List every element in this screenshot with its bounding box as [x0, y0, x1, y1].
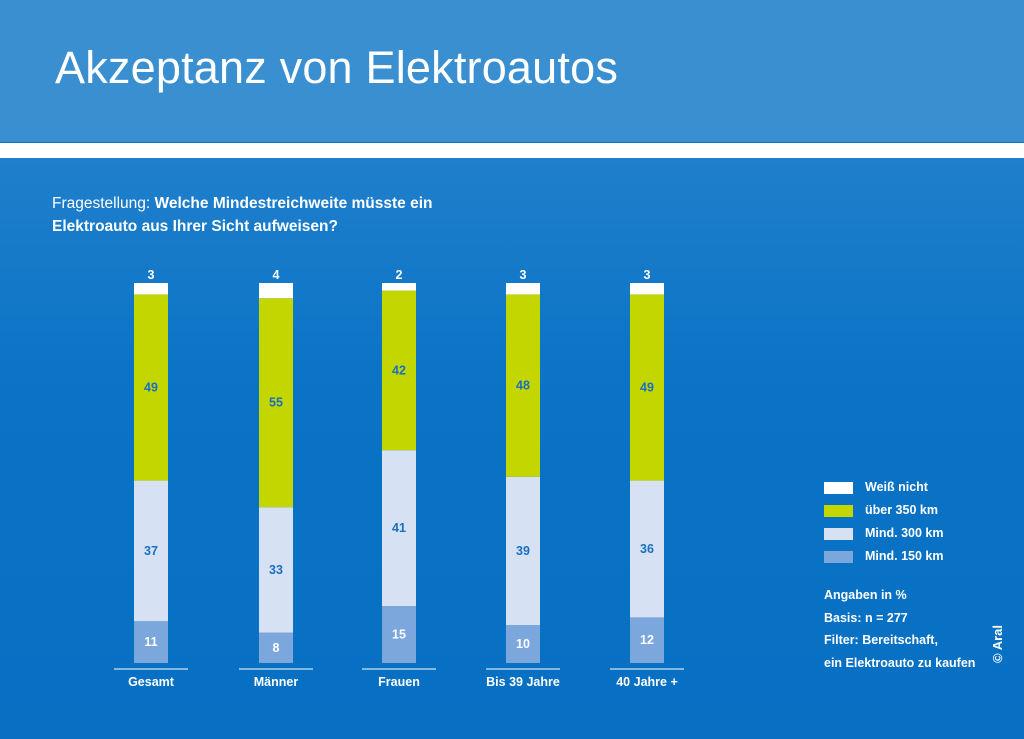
data-label: 11 [144, 635, 157, 649]
bar-segment [630, 294, 664, 481]
legend-label: über 350 km [865, 503, 938, 517]
data-label: 55 [269, 396, 283, 410]
title-banner: Akzeptanz von Elektroautos [0, 0, 1024, 142]
question-body: Welche Mindestreichweite müsste ein Elek… [52, 195, 433, 235]
bar-segment [382, 290, 416, 451]
bar-segment [382, 283, 416, 291]
question-text: Fragestellung: Welche Mindestreichweite … [52, 192, 472, 238]
divider-stripe [0, 143, 1024, 158]
data-label: 33 [269, 563, 283, 577]
bar-segment [134, 621, 168, 663]
bar-segment [630, 480, 664, 618]
data-label: 39 [516, 544, 530, 558]
bar-segment [506, 294, 540, 477]
legend-label: Mind. 150 km [865, 549, 944, 563]
data-label: 4 [273, 268, 280, 282]
category-label: Bis 39 Jahre [486, 675, 560, 689]
basis-note: Basis: n = 277 [824, 610, 908, 625]
data-label: 42 [392, 363, 406, 377]
legend-swatch [824, 505, 853, 517]
bar-segment [134, 294, 168, 481]
bar-segment [382, 450, 416, 606]
page-title: Akzeptanz von Elektroautos [55, 42, 619, 93]
data-label: 3 [644, 268, 651, 282]
bar-segment [506, 476, 540, 625]
bar-segment [630, 283, 664, 295]
data-label: 49 [144, 381, 158, 395]
data-label: 36 [640, 542, 654, 556]
category-label: Frauen [378, 675, 420, 689]
unit-note: Angaben in % [824, 588, 907, 602]
bar-segment [506, 283, 540, 295]
data-label: 41 [392, 521, 406, 535]
category-label: Gesamt [128, 675, 175, 689]
bar-segment [630, 617, 664, 663]
data-label: 15 [392, 628, 406, 642]
bar-segment [134, 283, 168, 295]
legend-swatch [824, 551, 853, 563]
bar-segment [382, 606, 416, 663]
filter-note: Filter: Bereitschaft, [824, 633, 938, 647]
data-label: 12 [640, 633, 654, 647]
data-label: 49 [640, 381, 654, 395]
filter-note-continued: ein Elektroauto zu kaufen [824, 655, 976, 670]
legend-label: Weiß nicht [865, 480, 928, 494]
bar-segment [259, 298, 293, 508]
category-label: 40 Jahre + [616, 675, 678, 689]
data-label: 8 [273, 641, 280, 655]
data-label: 3 [148, 268, 155, 282]
copyright-notice: © Aral [990, 625, 1005, 663]
data-label: 37 [144, 544, 158, 558]
data-label: 3 [520, 268, 527, 282]
data-label: 2 [396, 268, 403, 282]
chart-notes: Angaben in % Basis: n = 277 Filter: Bere… [824, 584, 975, 674]
data-label: 48 [516, 379, 530, 393]
bar-segment [506, 625, 540, 663]
bar-segment [259, 507, 293, 633]
legend-label: Mind. 300 km [865, 526, 944, 540]
legend-swatch [824, 528, 853, 540]
data-label: 10 [516, 637, 530, 651]
bar-segment [259, 283, 293, 299]
bar-segment [259, 632, 293, 663]
category-label: Männer [254, 675, 299, 689]
bar-segment [134, 480, 168, 622]
question-prefix: Fragestellung: [52, 195, 155, 212]
legend-swatch [824, 482, 853, 494]
